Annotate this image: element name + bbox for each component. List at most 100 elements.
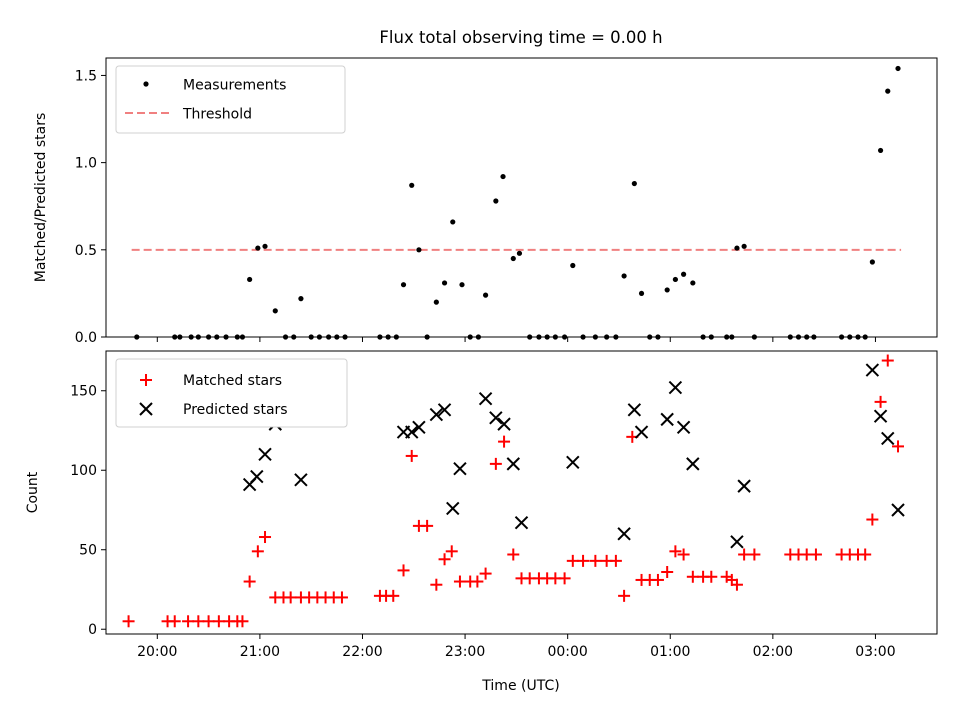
- matched-stars-point: [430, 578, 443, 591]
- predicted-stars-point: [506, 457, 520, 471]
- predicted-stars-point: [405, 425, 419, 439]
- x-tick-label: 03:00: [855, 644, 895, 660]
- matched-stars-point: [651, 573, 664, 586]
- ratio-y-ticks: 0.0 0.5 1.0 1.5: [75, 68, 106, 346]
- measurement-point: [247, 276, 253, 283]
- predicted-stars-point: [676, 420, 691, 435]
- count-plot-frame: [105, 350, 938, 635]
- x-tick-label: 00:00: [547, 644, 587, 660]
- matched-stars-point: [421, 519, 434, 532]
- x-tick-labels: 20:00 21:00 22:00 23:00 00:00 01:00 02:00 03:00: [137, 644, 896, 660]
- measurement-point: [638, 290, 645, 297]
- x-tick-label: 22:00: [342, 644, 382, 660]
- measurement-point: [621, 273, 627, 279]
- predicted-stars-points: [242, 363, 905, 549]
- legend-predicted-stars-label: Predicted stars: [183, 402, 288, 418]
- measurement-point: [672, 276, 678, 283]
- measurement-point: [298, 296, 304, 302]
- predicted-stars-point: [865, 363, 880, 377]
- measurement-point: [680, 271, 687, 277]
- predicted-stars-point: [429, 407, 444, 422]
- measurement-point: [400, 282, 407, 288]
- matched-stars-point: [577, 554, 590, 567]
- ratio-y-tick-label: 0.5: [75, 243, 97, 259]
- matched-stars-point: [122, 615, 135, 628]
- matched-stars-point: [405, 449, 418, 462]
- predicted-stars-point: [566, 455, 580, 469]
- ratio-plot-frame: [105, 57, 938, 338]
- predicted-stars-point: [497, 417, 511, 431]
- measurement-point: [482, 292, 489, 298]
- matched-stars-point: [738, 548, 751, 561]
- ratio-y-tick-label: 0.0: [75, 330, 97, 346]
- measurement-point: [272, 308, 278, 314]
- predicted-stars-point: [634, 425, 649, 439]
- matched-stars-point: [874, 395, 887, 408]
- count-y-ticks: 0 50 100 150: [70, 384, 106, 638]
- measurement-point: [877, 147, 884, 154]
- measurement-point: [690, 280, 696, 286]
- ratio-y-tick-label: 1.5: [75, 68, 97, 84]
- count-legend-box: [115, 358, 348, 428]
- predicted-stars-point: [478, 391, 493, 406]
- matched-stars-points: [122, 354, 905, 628]
- matched-stars-point: [507, 548, 520, 561]
- legend-threshold-label: Threshold: [182, 107, 252, 123]
- predicted-stars-point: [258, 447, 272, 462]
- count-y-axis-label: Count: [25, 471, 41, 513]
- matched-stars-point: [809, 548, 822, 561]
- predicted-stars-point: [514, 516, 529, 530]
- measurement-point: [516, 250, 523, 256]
- legend-measurements-label: Measurements: [183, 78, 286, 94]
- matched-stars-point: [609, 554, 622, 567]
- measurement-point: [510, 255, 516, 262]
- predicted-stars-point: [627, 403, 642, 417]
- x-tick-label: 01:00: [650, 644, 690, 660]
- x-axis-label: Time (UTC): [481, 678, 559, 694]
- predicted-stars-point: [446, 501, 460, 516]
- measurement-point: [450, 219, 456, 225]
- ratio-panel: 0.0 0.5 1.0 1.5 Matched/Predicted stars Mea…: [33, 57, 938, 346]
- measurement-point: [441, 280, 448, 286]
- matched-stars-point: [686, 570, 699, 583]
- matched-stars-point: [479, 567, 492, 580]
- matched-stars-point: [892, 440, 905, 453]
- matched-stars-point: [748, 548, 761, 561]
- matched-stars-point: [182, 615, 195, 628]
- matched-stars-point: [168, 615, 181, 628]
- predicted-stars-point: [437, 403, 452, 417]
- matched-stars-point: [618, 589, 631, 602]
- predicted-stars-point: [881, 431, 895, 446]
- matched-stars-point: [866, 513, 879, 526]
- ratio-x-ticks: [156, 337, 876, 342]
- count-y-tick-label: 0: [88, 622, 97, 638]
- matched-stars-point: [445, 545, 458, 558]
- measurement-point: [409, 182, 415, 188]
- matched-stars-point: [236, 615, 249, 628]
- matched-stars-point: [558, 572, 571, 585]
- matched-stars-point: [284, 591, 297, 604]
- measurement-point: [493, 198, 499, 204]
- matched-stars-point: [730, 578, 743, 591]
- measurement-point: [433, 299, 439, 305]
- measurement-point: [459, 282, 465, 288]
- x-tick-label: 23:00: [445, 644, 485, 660]
- matched-stars-point: [397, 564, 410, 577]
- measurement-point: [255, 245, 261, 251]
- ratio-y-axis-label: Matched/Predicted stars: [33, 113, 49, 283]
- ratio-legend: Measurements Threshold: [115, 65, 346, 134]
- measurement-point: [734, 245, 740, 251]
- count-y-tick-label: 100: [70, 463, 97, 479]
- matched-stars-point: [259, 531, 272, 544]
- matched-stars-point: [251, 545, 264, 558]
- legend-matched-stars-label: Matched stars: [183, 373, 282, 389]
- measurement-point: [500, 173, 506, 180]
- predicted-stars-point: [453, 461, 467, 476]
- measurement-point: [869, 259, 875, 265]
- predicted-stars-point: [294, 473, 308, 487]
- matched-stars-point: [387, 589, 400, 602]
- legend-matched-stars-marker: [140, 374, 152, 386]
- matched-stars-point: [498, 435, 511, 448]
- measurement-point: [262, 243, 268, 249]
